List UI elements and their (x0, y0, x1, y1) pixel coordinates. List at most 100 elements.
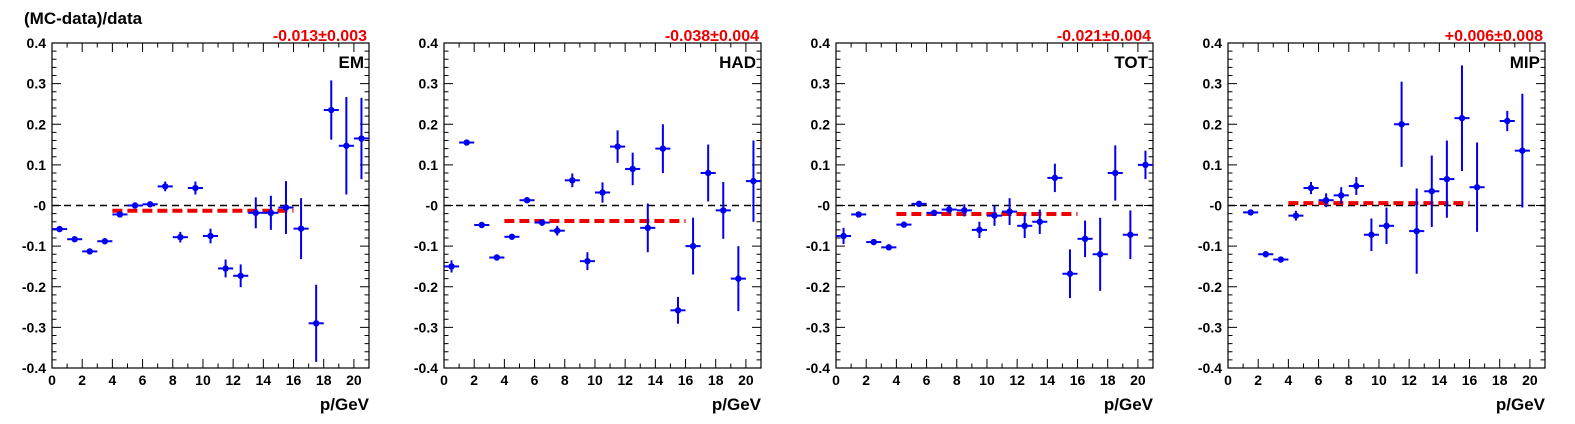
x-tick-label: 6 (531, 372, 539, 388)
x-tick-label: 4 (108, 372, 116, 388)
data-marker (720, 207, 727, 214)
x-tick-label: 14 (1432, 372, 1448, 388)
data-point (308, 284, 324, 362)
x-tick-label: 4 (892, 372, 900, 388)
data-point (67, 236, 83, 243)
x-tick-label: 20 (738, 372, 754, 388)
x-tick-label: 20 (346, 372, 362, 388)
data-marker (1036, 218, 1043, 225)
x-tick-label: 2 (1254, 372, 1262, 388)
data-marker (146, 201, 154, 208)
data-point (1092, 217, 1108, 291)
panel-label: HAD (719, 53, 756, 72)
data-marker (493, 254, 501, 261)
panel-em: -0.4 -0.3 -0.2 -0.1 -0 0.1 0.2 0.3 0.4 0 2 4 6 8 10 12 1… (22, 28, 370, 414)
data-point (323, 80, 339, 140)
data-point (127, 202, 143, 209)
data-marker (1247, 209, 1254, 216)
x-axis-title: p/GeV (320, 395, 370, 414)
data-marker (1398, 121, 1405, 128)
data-marker (689, 242, 697, 250)
y-tick-label: -0.4 (806, 360, 830, 376)
data-marker (946, 206, 953, 213)
data-point (187, 181, 203, 195)
data-marker (538, 219, 546, 226)
x-tick-label: 12 (225, 372, 241, 388)
x-tick-label: 0 (832, 372, 840, 388)
data-marker (192, 184, 199, 192)
y-tick-label: -0.4 (1198, 360, 1222, 376)
y-tick-label: 0.2 (419, 116, 439, 132)
x-tick-label: 18 (1100, 372, 1116, 388)
data-point (1454, 65, 1470, 171)
data-marker (1142, 161, 1149, 169)
data-marker (56, 225, 63, 233)
y-tick-label: 0.3 (1203, 76, 1223, 92)
data-point (851, 211, 867, 218)
y-tick-label: 0.4 (27, 35, 47, 51)
data-marker (870, 238, 877, 246)
fit-result: -0.013±0.003 (273, 28, 367, 45)
data-marker (86, 248, 93, 255)
y-tick-label: -0.4 (22, 360, 46, 376)
data-point (926, 209, 942, 217)
data-point (610, 130, 626, 163)
data-point (640, 203, 656, 253)
y-tick-label: -0.1 (22, 238, 46, 254)
data-point (1514, 93, 1530, 208)
data-point (202, 228, 219, 244)
data-point (459, 139, 475, 146)
data-point (715, 181, 731, 239)
data-point (444, 260, 460, 273)
data-marker (1127, 231, 1134, 238)
data-marker (674, 307, 682, 314)
data-point (594, 182, 611, 203)
data-point (730, 246, 746, 312)
data-point (1107, 145, 1123, 201)
data-marker (840, 232, 847, 240)
x-tick-label: 8 (169, 372, 177, 388)
data-point (504, 233, 520, 240)
x-axis-title: p/GeV (1104, 395, 1154, 414)
data-point (881, 244, 897, 251)
data-marker (629, 165, 636, 173)
fit-result: -0.038±0.004 (665, 28, 759, 45)
y-tick-label: 0.1 (419, 157, 439, 173)
data-point (564, 173, 580, 188)
x-tick-label: 10 (587, 372, 603, 388)
data-point (1047, 163, 1063, 193)
panel-tot: -0.4 -0.3 -0.2 -0.1 -0 0.1 0.2 0.3 0.4 0 2 4 6 8 10 12 1… (806, 28, 1154, 414)
x-tick-label: 18 (316, 372, 332, 388)
data-marker (1112, 169, 1119, 177)
data-point (941, 205, 957, 214)
data-point (1303, 181, 1319, 195)
data-point (836, 227, 852, 245)
x-tick-label: 8 (953, 372, 961, 388)
data-point (52, 225, 68, 233)
data-point (489, 254, 505, 261)
x-tick-label: 12 (1401, 372, 1417, 388)
y-tick-label: -0.2 (22, 279, 46, 295)
y-tick-label: 0.1 (27, 157, 47, 173)
data-point (233, 264, 249, 288)
data-marker (976, 226, 983, 234)
x-tick-label: 12 (617, 372, 633, 388)
x-tick-label: 14 (1040, 372, 1056, 388)
data-point (1424, 155, 1440, 228)
data-point (971, 221, 987, 238)
data-point (248, 197, 264, 229)
panel-label: TOT (1114, 53, 1148, 72)
data-marker (1504, 117, 1511, 125)
x-tick-label: 2 (78, 372, 86, 388)
data-marker (1322, 197, 1330, 204)
data-marker (1066, 270, 1074, 277)
y-tick-label: -0.1 (1198, 238, 1222, 254)
data-marker (599, 189, 606, 196)
data-point (172, 231, 188, 243)
x-axis-title: p/GeV (712, 395, 762, 414)
panel-label: MIP (1510, 53, 1540, 72)
data-marker (750, 177, 757, 185)
y-tick-label: -0.3 (22, 319, 46, 335)
y-tick-label: 0.3 (419, 76, 439, 92)
y-tick-label: 0.4 (1203, 35, 1223, 51)
